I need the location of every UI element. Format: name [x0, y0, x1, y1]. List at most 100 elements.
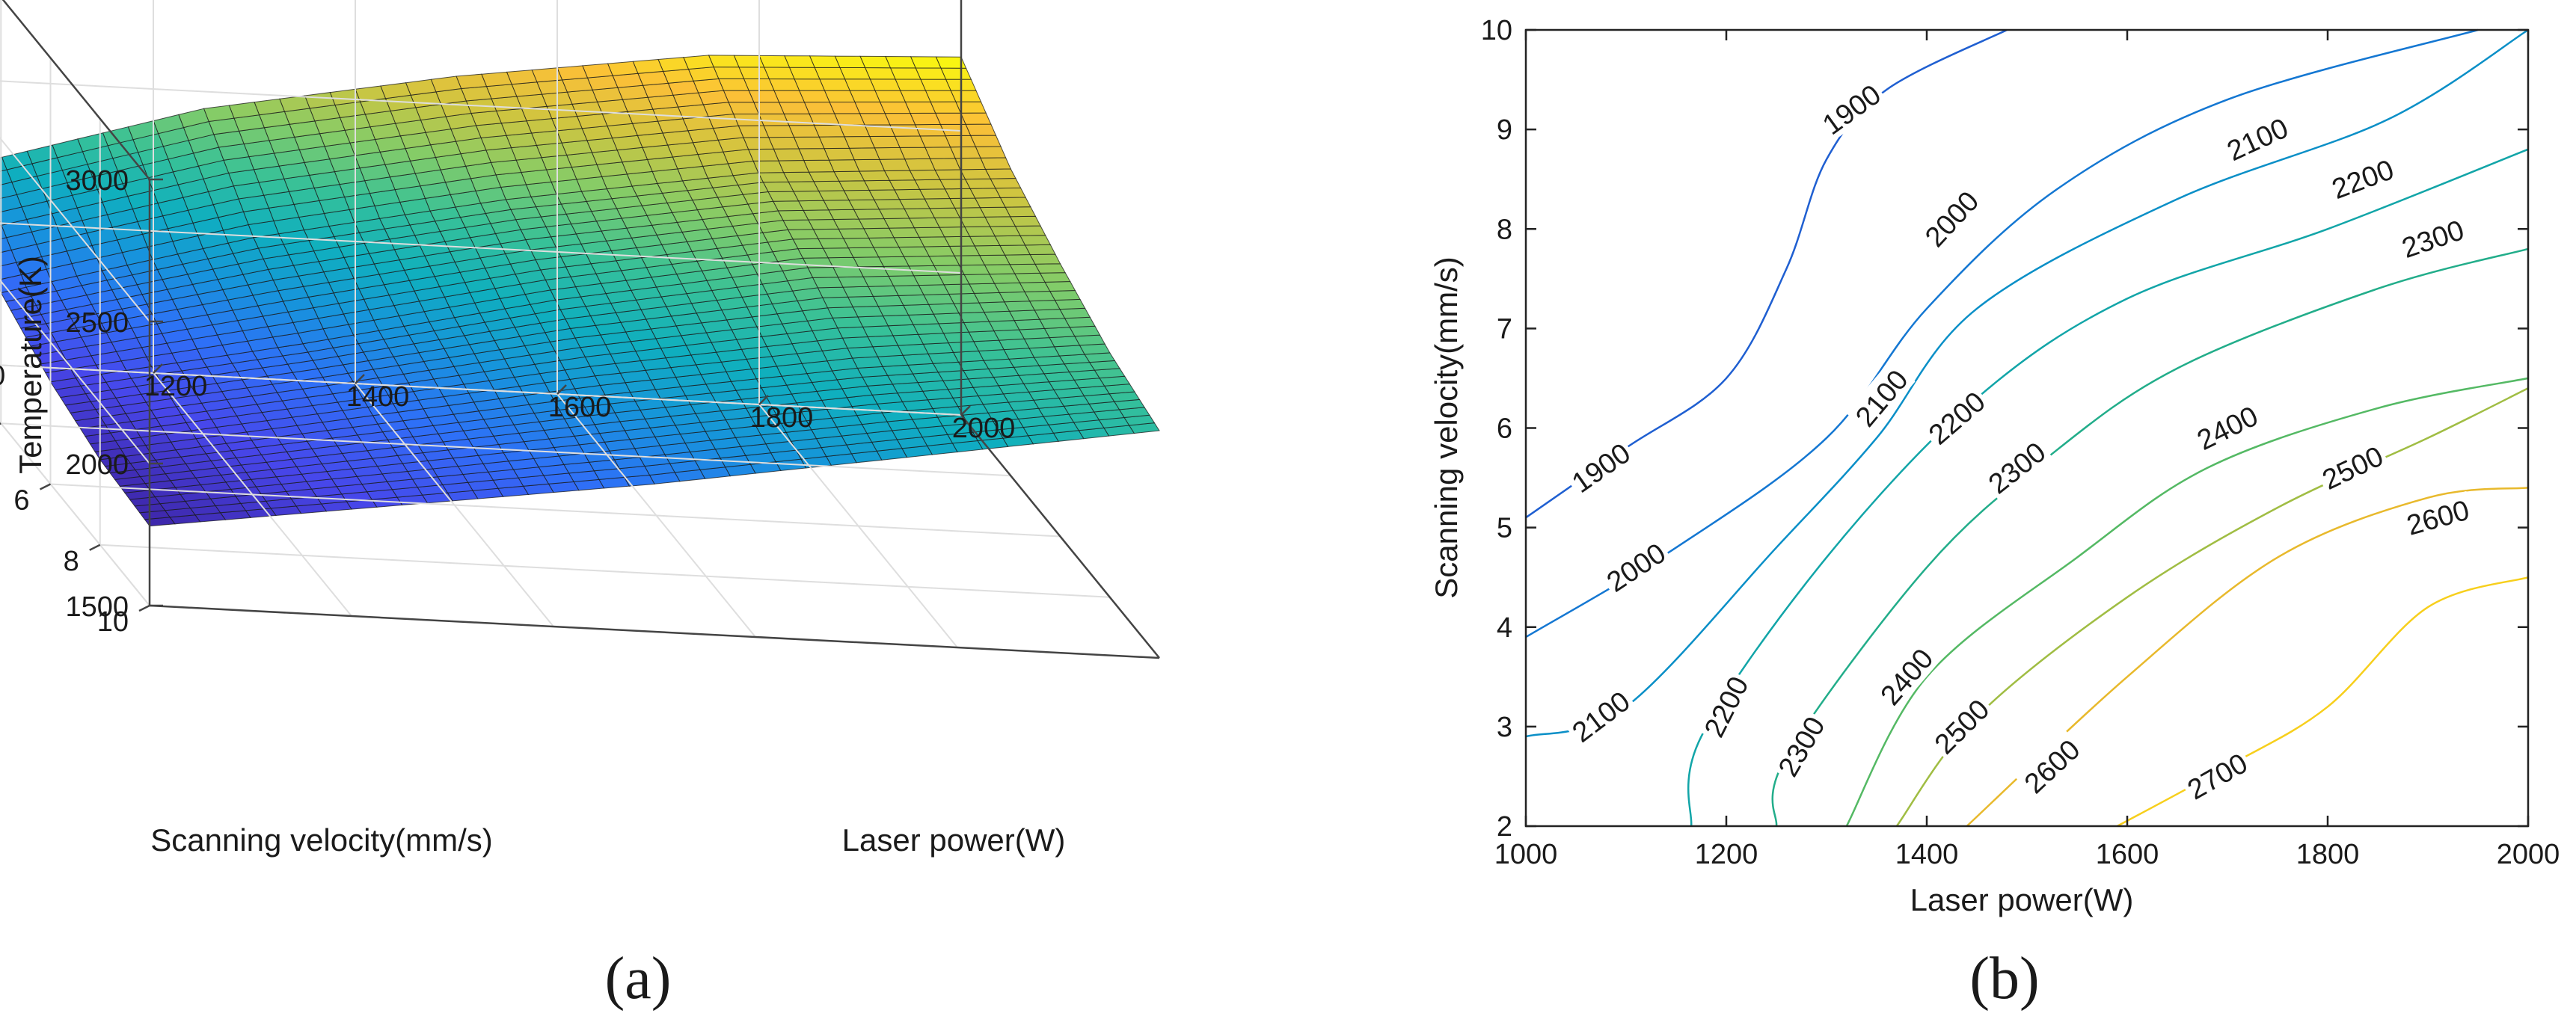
contour-label-group: 2200 — [2324, 150, 2400, 206]
contour-plot-panel: 1900190020002000210021002100220022002200… — [1429, 15, 2560, 1012]
surface-patch — [516, 93, 548, 109]
x-tick-label: 1800 — [750, 402, 814, 434]
z-tick-label: 2500 — [65, 307, 129, 339]
contour-label-background — [2178, 743, 2255, 807]
surface-patch — [877, 354, 909, 367]
contour-label-background — [1694, 668, 1755, 745]
contour-label-background — [1768, 707, 1832, 784]
contour-label-background — [1813, 75, 1889, 142]
y-tick-mark — [138, 604, 150, 612]
contour-label-group: 2300 — [2394, 211, 2471, 265]
contour-x-tick-label: 1800 — [2296, 839, 2360, 870]
surface-box-edge — [960, 414, 1160, 659]
surface-patch — [456, 73, 488, 90]
surface-patch — [1023, 337, 1055, 349]
surface-patch — [892, 333, 924, 346]
contour-x-tick-label: 2000 — [2497, 839, 2560, 870]
surface-patch — [254, 98, 286, 116]
x-tick-label: 2000 — [952, 413, 1016, 444]
surface-box-edge — [149, 604, 1160, 659]
contour-label-group: 2700 — [2178, 743, 2255, 807]
contour-label-group: 1900 — [1813, 75, 1889, 142]
contour-label-background — [1597, 533, 1673, 599]
contour-label-group: 2600 — [2014, 730, 2088, 801]
contour-label-background — [1925, 689, 1997, 762]
surface-patch — [998, 338, 1030, 351]
surface-patch — [203, 105, 235, 123]
contour-label-group: 2000 — [1597, 533, 1673, 599]
x-tick-label: 1200 — [144, 371, 208, 402]
surface-patch — [978, 349, 1010, 361]
contour-label-group: 2500 — [1925, 689, 1997, 762]
surface-z-gridline — [0, 80, 962, 322]
surface-axes: 1500200025003000246810100012001400160018… — [0, 0, 1160, 659]
contour-label-background — [1563, 433, 1638, 500]
surface-patch — [1079, 343, 1111, 355]
surface-patch — [405, 79, 437, 96]
contour-label-group: 2600 — [2399, 490, 2476, 542]
surface-patch — [380, 82, 411, 99]
contour-label-group: 2400 — [1871, 638, 1941, 713]
surface-patch — [607, 61, 639, 76]
contour-label-background — [2014, 730, 2088, 801]
surface-patch — [963, 321, 995, 333]
contour-x-tick-label: 1000 — [1494, 839, 1558, 870]
contour-label-background — [2313, 437, 2391, 496]
surface-y-gridline — [0, 0, 1011, 477]
surface-patch — [279, 95, 310, 112]
surface-box-edge — [1, 0, 150, 180]
contour-y-tick-label: 6 — [1497, 413, 1512, 445]
contour-y-tick-label: 9 — [1497, 114, 1512, 146]
contour-y-tick-label: 7 — [1497, 313, 1512, 345]
panel-label-b: (b) — [1969, 946, 2039, 1012]
contour-label-group: 2100 — [1563, 681, 1638, 750]
contour-y-axis-label: Scanning velocity(mm/s) — [1429, 256, 1464, 598]
surface-patch — [683, 55, 714, 70]
surface-patch — [972, 339, 1005, 352]
surface-patch — [657, 57, 690, 72]
panel-label-a: (a) — [605, 946, 672, 1012]
y-tick-label: 6 — [13, 485, 29, 517]
contour-label-background — [2324, 150, 2400, 206]
surface-patch — [0, 169, 13, 185]
contour-y-tick-label: 8 — [1497, 214, 1512, 245]
contour-y-tick-label: 10 — [1481, 15, 1512, 46]
contour-label-background — [1978, 432, 2054, 502]
contour-label-group: 2500 — [2313, 437, 2391, 496]
surface-patch — [993, 329, 1025, 341]
surface-patch — [1043, 327, 1076, 339]
z-tick-label: 3000 — [65, 165, 129, 197]
contour-x-tick-label: 1600 — [2096, 839, 2159, 870]
surface-patch — [430, 76, 462, 93]
surface-y-gridline — [0, 364, 962, 416]
surface-patch — [847, 346, 879, 359]
contour-line-2400 — [1845, 377, 2529, 827]
surface-patch — [942, 331, 975, 344]
y-tick-label: 10 — [97, 606, 129, 638]
surface-patch — [460, 86, 492, 102]
contour-lines — [1525, 28, 2529, 828]
surface-patch — [304, 92, 336, 109]
surface-patch — [228, 102, 260, 119]
contour-label-group: 2200 — [1694, 668, 1755, 745]
surface-patch — [1049, 336, 1081, 348]
surface-mesh — [0, 55, 1160, 527]
surface-plot-panel: 1500200025003000246810100012001400160018… — [0, 0, 1160, 1012]
contour-label-background — [1915, 181, 1987, 255]
surface-patch — [872, 345, 904, 357]
contour-x-tick-label: 1200 — [1695, 839, 1758, 870]
contour-label-group: 2400 — [2189, 396, 2266, 457]
surface-patch — [1028, 346, 1061, 358]
surface-patch — [841, 336, 874, 349]
contour-label-group: 2300 — [1978, 432, 2054, 502]
contour-label-background — [1563, 681, 1638, 750]
x-tick-mark — [153, 363, 163, 374]
x-tick-label: 1400 — [346, 381, 410, 413]
contour-label-background — [1871, 638, 1941, 713]
surface-patch — [948, 341, 980, 353]
x-tick-mark — [556, 384, 567, 395]
surface-patch — [1013, 318, 1046, 330]
contour-line-2000 — [1525, 28, 2479, 638]
surface-patch — [506, 70, 538, 85]
contour-y-tick-label: 2 — [1497, 811, 1512, 843]
